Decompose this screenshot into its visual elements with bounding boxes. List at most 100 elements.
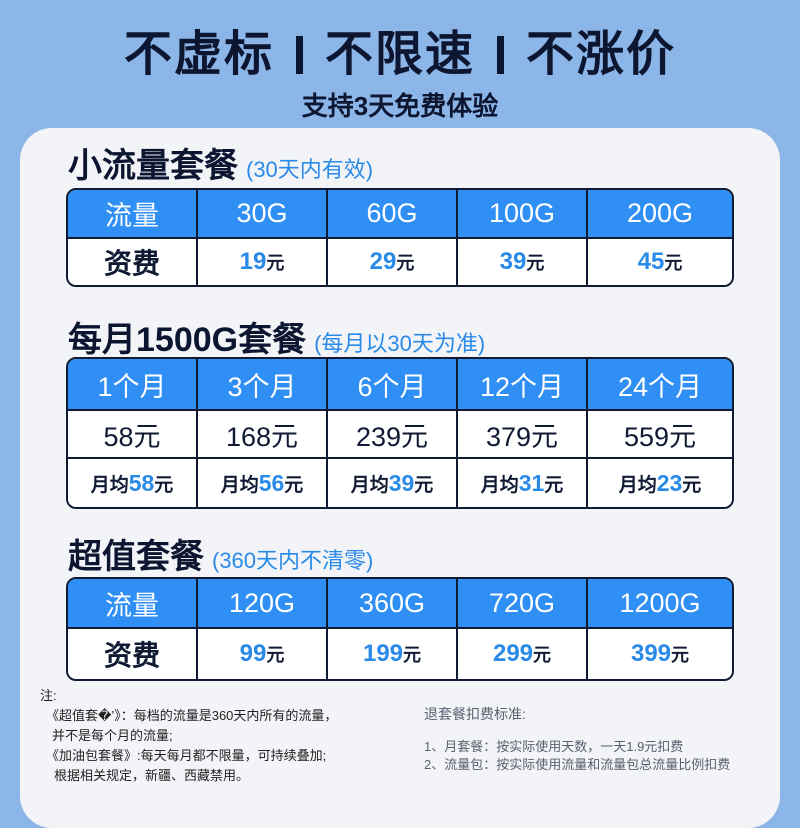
refund-policy: 退套餐扣费标准: 1、月套餐：按实际使用天数，一天1.9元扣费 2、流量包：按实… xyxy=(424,704,730,774)
plan-price[interactable]: 45元 xyxy=(588,239,732,285)
plan-price[interactable]: 19元 xyxy=(198,239,328,285)
plan-price[interactable]: 299元 xyxy=(458,629,588,679)
divider xyxy=(295,36,303,74)
price: 39 xyxy=(499,248,527,275)
price: 56 xyxy=(258,469,285,496)
plan-data: 720G xyxy=(458,579,588,629)
divider xyxy=(497,36,504,74)
row-label: 流量 xyxy=(68,579,198,629)
unit: 元 xyxy=(403,645,422,665)
title-note: (30天内有效) xyxy=(246,157,374,182)
plan-average: 月均31元 xyxy=(458,459,588,507)
plan-data: 360G xyxy=(328,579,458,629)
subtitle: 支持3天免费体验 xyxy=(301,91,499,121)
plan-price[interactable]: 99元 xyxy=(198,629,328,679)
monthly-plan-table: 1个月 3个月 6个月 12个月 24个月 58元 168元 239元 379元… xyxy=(66,357,734,509)
unit: 元 xyxy=(266,253,285,273)
table-row: 流量 120G 360G 720G 1200G xyxy=(68,579,732,629)
price: 199 xyxy=(362,640,404,667)
plan-data: 100G xyxy=(458,190,588,239)
plan-total[interactable]: 239元 xyxy=(328,411,458,459)
title-note: (每月以30天为准) xyxy=(314,331,486,356)
price: 39 xyxy=(388,469,415,496)
plan-average: 月均39元 xyxy=(328,459,458,507)
price: 45 xyxy=(637,248,665,275)
table-row: 资费 99元 199元 299元 399元 xyxy=(68,629,732,679)
price: 23 xyxy=(656,469,683,496)
plan-data: 120G xyxy=(198,579,328,629)
plan-data: 30G xyxy=(198,190,328,239)
plan-price[interactable]: 39元 xyxy=(458,239,588,285)
price: 399 xyxy=(630,640,672,667)
unit: 元 xyxy=(526,253,545,273)
price: 99 xyxy=(239,640,267,667)
plan-period: 1个月 xyxy=(68,359,198,411)
avg-label: 月均 xyxy=(350,474,389,496)
table-row: 1个月 3个月 6个月 12个月 24个月 xyxy=(68,359,732,411)
note-line: 注: xyxy=(40,688,57,703)
title-text: 超值套餐 xyxy=(68,538,204,576)
unit: 元 xyxy=(682,474,702,496)
headline-2: 不限速 xyxy=(324,28,475,81)
plan-price[interactable]: 199元 xyxy=(328,629,458,679)
unit: 元 xyxy=(396,253,415,273)
price: 299 xyxy=(492,640,534,667)
note-line: 《超值套�’》：每档的流量是360天内所有的流量， xyxy=(46,708,338,723)
plan-data: 200G xyxy=(588,190,732,239)
unit: 元 xyxy=(414,474,434,496)
note-line: 并不是每个月的流量; xyxy=(52,728,173,743)
plan-period: 3个月 xyxy=(198,359,328,411)
table-row: 流量 30G 60G 100G 200G xyxy=(68,190,732,239)
avg-label: 月均 xyxy=(220,474,259,496)
avg-label: 月均 xyxy=(618,474,657,496)
avg-label: 月均 xyxy=(480,474,519,496)
row-label: 资费 xyxy=(68,629,198,679)
title-note: (360天内不清零) xyxy=(212,548,374,573)
table-row: 月均58元 月均56元 月均39元 月均31元 月均23元 xyxy=(68,459,732,507)
price: 31 xyxy=(518,469,545,496)
small-plan-title: 小流量套餐 (30天内有效) xyxy=(68,138,373,187)
unit: 元 xyxy=(664,253,683,273)
unit: 元 xyxy=(671,645,690,665)
plan-average: 月均58元 xyxy=(68,459,198,507)
headline-3: 不涨价 xyxy=(526,28,677,81)
unit: 元 xyxy=(154,474,174,496)
plan-data: 60G xyxy=(328,190,458,239)
table-row: 资费 19元 29元 39元 45元 xyxy=(68,239,732,285)
value-plan-table: 流量 120G 360G 720G 1200G 资费 99元 199元 299元… xyxy=(66,577,734,681)
notes: 注: 《超值套�’》：每档的流量是360天内所有的流量， 并不是每个月的流量; … xyxy=(40,686,337,786)
plan-period: 24个月 xyxy=(588,359,732,411)
headline: 不虚标 不限速 不涨价 xyxy=(0,14,800,84)
unit: 元 xyxy=(533,645,552,665)
plan-total[interactable]: 58元 xyxy=(68,411,198,459)
plan-price[interactable]: 399元 xyxy=(588,629,732,679)
table-row: 58元 168元 239元 379元 559元 xyxy=(68,411,732,459)
unit: 元 xyxy=(266,645,285,665)
title-text: 每月1500G套餐 xyxy=(68,321,307,359)
plan-average: 月均23元 xyxy=(588,459,732,507)
plan-average: 月均56元 xyxy=(198,459,328,507)
refund-title: 退套餐扣费标准: xyxy=(424,706,526,722)
title-text: 小流量套餐 xyxy=(68,147,238,185)
refund-item: 2、流量包：按实际使用流量和流量包总流量比例扣费 xyxy=(424,757,731,772)
price: 19 xyxy=(239,248,267,275)
plan-period: 6个月 xyxy=(328,359,458,411)
plan-data: 1200G xyxy=(588,579,732,629)
plan-price[interactable]: 29元 xyxy=(328,239,458,285)
plan-total[interactable]: 168元 xyxy=(198,411,328,459)
plan-total[interactable]: 379元 xyxy=(458,411,588,459)
unit: 元 xyxy=(284,474,304,496)
note-line: 《加油包套餐》:每天每月都不限量，可持续叠加; xyxy=(46,748,327,763)
note-line: 根据相关规定，新疆、西藏禁用。 xyxy=(54,768,250,783)
small-plan-table: 流量 30G 60G 100G 200G 资费 19元 29元 39元 45元 xyxy=(66,188,734,287)
refund-item: 1、月套餐：按实际使用天数，一天1.9元扣费 xyxy=(424,739,684,754)
row-label: 资费 xyxy=(68,239,198,285)
unit: 元 xyxy=(544,474,564,496)
plan-period: 12个月 xyxy=(458,359,588,411)
row-label: 流量 xyxy=(68,190,198,239)
price: 29 xyxy=(369,248,397,275)
headline-1: 不虚标 xyxy=(123,28,274,81)
plan-total[interactable]: 559元 xyxy=(588,411,732,459)
monthly-plan-title: 每月1500G套餐 (每月以30天为准) xyxy=(68,312,485,361)
avg-label: 月均 xyxy=(90,474,129,496)
